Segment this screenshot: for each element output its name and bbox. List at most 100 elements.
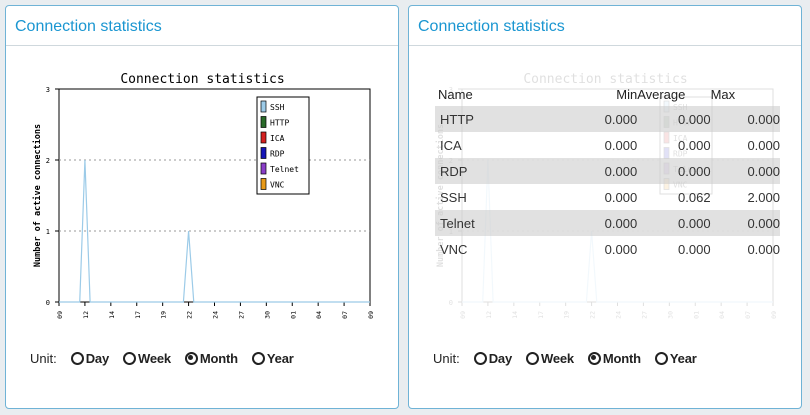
unit-option-label: Week bbox=[540, 350, 574, 366]
legend-label: Telnet bbox=[270, 165, 299, 174]
x-tick-label: 14 bbox=[511, 311, 519, 319]
legend-swatch bbox=[260, 162, 267, 175]
column-header-name: Name bbox=[438, 86, 473, 102]
unit-option-label: Day bbox=[85, 350, 109, 366]
legend-swatch bbox=[260, 116, 267, 128]
x-tick-label: 04 bbox=[315, 311, 323, 319]
table-cell: 0.000 bbox=[747, 137, 780, 153]
unit-selector: Unit: Day Week Month Year bbox=[30, 348, 308, 368]
x-tick-label: 30 bbox=[263, 311, 271, 319]
legend-swatch bbox=[260, 178, 267, 190]
table-row: ICA 0.000 0.000 0.000 bbox=[435, 132, 780, 158]
table-row: SSH 0.000 0.062 2.000 bbox=[435, 184, 780, 210]
table-cell: HTTP bbox=[435, 106, 507, 132]
x-tick-label: 17 bbox=[134, 311, 142, 319]
legend-label: SSH bbox=[270, 103, 285, 112]
unit-selector: Unit: Day Week Month Year bbox=[433, 348, 711, 368]
legend-label: RDP bbox=[270, 150, 285, 159]
table-cell: 0.000 bbox=[637, 158, 711, 184]
table-cell: 0.000 bbox=[506, 210, 638, 236]
unit-option-month[interactable]: Month bbox=[184, 351, 238, 366]
unit-option-month[interactable]: Month bbox=[587, 350, 641, 366]
legend-label: VNC bbox=[673, 181, 688, 190]
unit-option-week[interactable]: Week bbox=[525, 350, 574, 366]
table-cell: 2.000 bbox=[747, 189, 780, 205]
y-axis-label: Number of active connections bbox=[32, 124, 43, 267]
unit-option-year[interactable]: Year bbox=[251, 350, 294, 366]
legend-label: VNC bbox=[270, 181, 285, 190]
radio-icon[interactable] bbox=[122, 351, 136, 365]
x-tick-label: 17 bbox=[537, 311, 545, 319]
unit-option-day[interactable]: Day bbox=[473, 350, 512, 366]
table-row: Telnet 0.000 0.000 0.000 bbox=[435, 210, 780, 236]
x-tick-label: 04 bbox=[718, 311, 726, 319]
unit-option-week[interactable]: Week bbox=[122, 350, 171, 366]
legend-label: HTTP bbox=[270, 119, 289, 128]
table-cell: 0.000 bbox=[637, 210, 711, 236]
statistics-table: Name Min Average Max HTTP 0.000 0.000 0.000… bbox=[435, 82, 780, 262]
x-tick-label: 22 bbox=[589, 311, 597, 319]
x-tick-label: 14 bbox=[108, 311, 116, 319]
table-cell: RDP bbox=[435, 158, 507, 184]
table-cell: Telnet bbox=[435, 210, 507, 236]
x-tick-label: 07 bbox=[341, 311, 349, 319]
plot-frame bbox=[58, 88, 371, 303]
y-tick-label: 0 bbox=[449, 299, 453, 307]
x-tick-label: 19 bbox=[563, 311, 571, 319]
x-tick-label: 01 bbox=[692, 311, 700, 319]
legend-label: RDP bbox=[673, 150, 688, 159]
table-cell: VNC bbox=[440, 241, 468, 257]
radio-icon[interactable] bbox=[70, 351, 84, 365]
panel-title: Connection statistics bbox=[418, 18, 565, 35]
table-header-row: Name Min Average Max bbox=[435, 82, 780, 106]
unit-option-label: Year bbox=[669, 350, 697, 366]
y-tick-label: 3 bbox=[46, 86, 50, 94]
x-tick-label: 09 bbox=[459, 311, 467, 319]
radio-icon[interactable] bbox=[251, 351, 265, 365]
table-cell: 0.000 bbox=[710, 106, 780, 132]
connection-statistics-panel: Connection statistics Connection statist… bbox=[5, 5, 399, 409]
unit-option-label: Week bbox=[137, 350, 171, 366]
y-tick-label: 0 bbox=[46, 299, 50, 307]
radio-icon[interactable] bbox=[654, 351, 668, 365]
table-row: HTTP 0.000 0.000 0.000 bbox=[435, 106, 780, 132]
table-cell: 0.000 bbox=[604, 241, 638, 257]
table-cell: SSH bbox=[440, 189, 467, 205]
legend-swatch bbox=[260, 131, 267, 144]
legend-box bbox=[256, 96, 310, 195]
series-line-ssh bbox=[59, 159, 370, 303]
unit-option-year[interactable]: Year bbox=[654, 350, 697, 366]
connection-statistics-table-panel: Connection statistics Connection statist… bbox=[408, 5, 802, 409]
unit-option-label: Year bbox=[266, 350, 294, 366]
radio-icon[interactable] bbox=[473, 351, 487, 365]
x-tick-label: 30 bbox=[666, 311, 674, 319]
chart-title: Connection statistics bbox=[120, 72, 284, 87]
column-header-min: Min bbox=[616, 86, 638, 102]
legend-label: ICA bbox=[673, 134, 688, 143]
x-tick-label: 01 bbox=[289, 311, 297, 319]
y-tick-label: 2 bbox=[46, 157, 50, 165]
x-tick-label: 27 bbox=[237, 311, 245, 319]
x-tick-label: 09 bbox=[56, 311, 64, 319]
radio-selected-icon[interactable] bbox=[184, 351, 198, 365]
table-row: VNC 0.000 0.000 0.000 bbox=[435, 236, 780, 262]
y-tick-label: 1 bbox=[46, 228, 50, 236]
unit-option-day[interactable]: Day bbox=[70, 350, 109, 366]
table-cell: 0.000 bbox=[678, 241, 711, 257]
unit-option-label: Day bbox=[488, 350, 512, 366]
x-tick-label: 24 bbox=[615, 311, 623, 319]
chart-title: Connection statistics bbox=[523, 72, 687, 87]
x-tick-label: 12 bbox=[82, 311, 90, 319]
radio-icon[interactable] bbox=[525, 351, 539, 365]
table-cell: 0.062 bbox=[678, 189, 711, 205]
table-cell: 0.000 bbox=[637, 106, 711, 132]
table-cell: 0.000 bbox=[710, 210, 780, 236]
unit-option-label: Month bbox=[602, 350, 641, 366]
panel-title: Connection statistics bbox=[15, 18, 162, 35]
column-header-average: Average bbox=[637, 86, 686, 102]
legend-label: ICA bbox=[270, 134, 285, 143]
radio-selected-icon[interactable] bbox=[587, 351, 601, 365]
series-line-ssh bbox=[462, 159, 773, 303]
x-tick-label: 09 bbox=[770, 311, 778, 319]
legend-swatch bbox=[663, 131, 670, 144]
